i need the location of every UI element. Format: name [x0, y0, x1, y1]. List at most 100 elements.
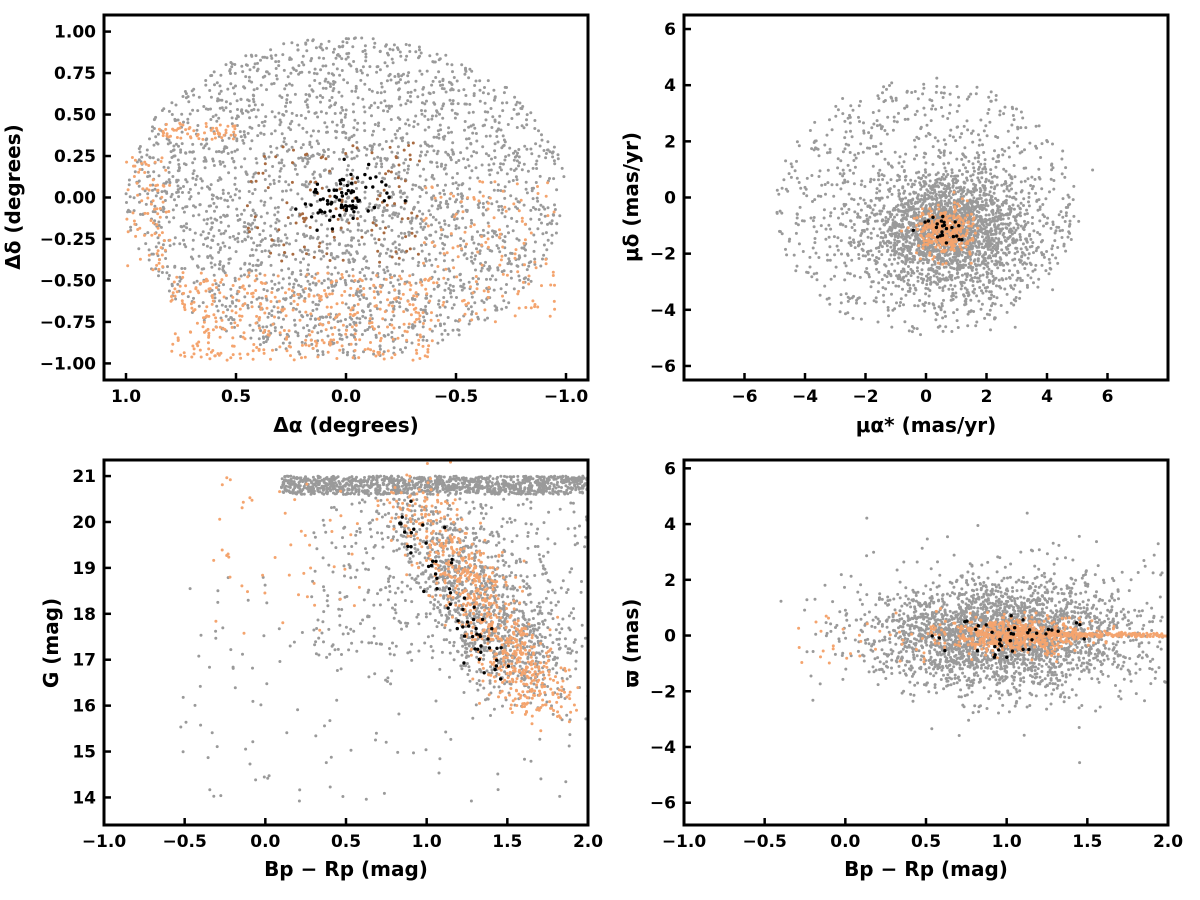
- data-point: [258, 316, 262, 319]
- data-point: [216, 97, 220, 101]
- data-point: [199, 281, 203, 285]
- data-point: [280, 325, 284, 329]
- data-point: [305, 273, 309, 277]
- data-point: [427, 209, 431, 213]
- data-point: [463, 120, 467, 123]
- data-point: [448, 197, 452, 201]
- data-point: [422, 261, 425, 265]
- data-point: [432, 281, 436, 285]
- data-point: [977, 197, 981, 201]
- data-point: [420, 249, 424, 253]
- data-point: [455, 112, 459, 116]
- data-point: [229, 133, 233, 137]
- data-point: [887, 217, 890, 221]
- data-point: [282, 317, 285, 321]
- data-point: [1008, 243, 1012, 247]
- data-point: [431, 215, 435, 219]
- data-point: [463, 230, 467, 234]
- data-point: [369, 341, 372, 344]
- data-point: [341, 131, 345, 134]
- data-point: [397, 243, 401, 247]
- data-point: [269, 224, 273, 228]
- data-point: [459, 237, 463, 241]
- data-point: [214, 316, 218, 320]
- data-point: [941, 273, 945, 277]
- data-point: [990, 259, 994, 263]
- data-point: [315, 307, 319, 311]
- data-point: [1091, 168, 1095, 172]
- data-point: [921, 261, 925, 265]
- data-point: [345, 173, 349, 177]
- data-point: [499, 287, 503, 291]
- data-point: [381, 147, 384, 151]
- data-point: [399, 103, 403, 107]
- data-point: [254, 115, 258, 119]
- data-point: [487, 163, 491, 167]
- data-point: [346, 164, 350, 168]
- data-point: [263, 162, 267, 166]
- data-point: [157, 261, 161, 265]
- data-point: [513, 252, 517, 256]
- data-point: [340, 194, 345, 198]
- data-point: [160, 231, 164, 235]
- data-point: [554, 231, 558, 235]
- data-point: [309, 317, 313, 321]
- data-point: [404, 81, 408, 85]
- data-point: [328, 209, 332, 213]
- data-point: [269, 300, 273, 303]
- data-point: [320, 186, 324, 190]
- data-point: [295, 172, 299, 176]
- data-point: [464, 226, 468, 230]
- data-point: [546, 181, 550, 185]
- data-point: [508, 259, 511, 263]
- data-point: [334, 279, 338, 283]
- data-point: [512, 151, 515, 155]
- data-point: [379, 191, 383, 195]
- data-point: [230, 116, 234, 120]
- data-point: [344, 136, 348, 140]
- data-point: [155, 252, 159, 256]
- sky-x-tick-label: −0.5: [434, 387, 478, 407]
- data-point: [144, 242, 148, 246]
- data-point: [486, 316, 489, 320]
- data-point: [268, 182, 272, 186]
- data-point: [315, 182, 320, 186]
- data-point: [247, 99, 251, 103]
- data-point: [464, 245, 467, 249]
- data-point: [143, 189, 147, 193]
- data-point: [221, 192, 225, 195]
- data-point: [219, 215, 223, 219]
- data-point: [311, 309, 315, 312]
- data-point: [144, 162, 148, 166]
- data-point: [398, 274, 402, 278]
- data-point: [354, 86, 358, 90]
- data-point: [386, 53, 390, 57]
- data-point: [250, 139, 254, 143]
- data-point: [158, 215, 162, 219]
- data-point: [350, 325, 354, 329]
- data-point: [212, 313, 216, 317]
- data-point: [217, 250, 221, 254]
- data-point: [457, 89, 461, 93]
- data-point: [369, 277, 373, 281]
- data-point: [430, 185, 434, 189]
- data-point: [400, 249, 404, 253]
- data-point: [343, 290, 347, 293]
- data-point: [326, 350, 330, 354]
- data-point: [525, 123, 529, 127]
- data-point: [240, 239, 244, 243]
- data-point: [290, 289, 294, 293]
- data-point: [393, 132, 397, 136]
- data-point: [321, 86, 325, 90]
- data-point: [354, 206, 358, 210]
- data-point: [247, 190, 251, 193]
- data-point: [254, 157, 258, 161]
- data-point: [478, 99, 482, 103]
- data-point: [918, 299, 922, 302]
- data-point: [246, 275, 250, 279]
- data-point: [544, 194, 548, 198]
- data-point: [422, 86, 426, 89]
- data-point: [218, 325, 222, 329]
- data-point: [537, 208, 541, 212]
- data-point: [265, 88, 268, 92]
